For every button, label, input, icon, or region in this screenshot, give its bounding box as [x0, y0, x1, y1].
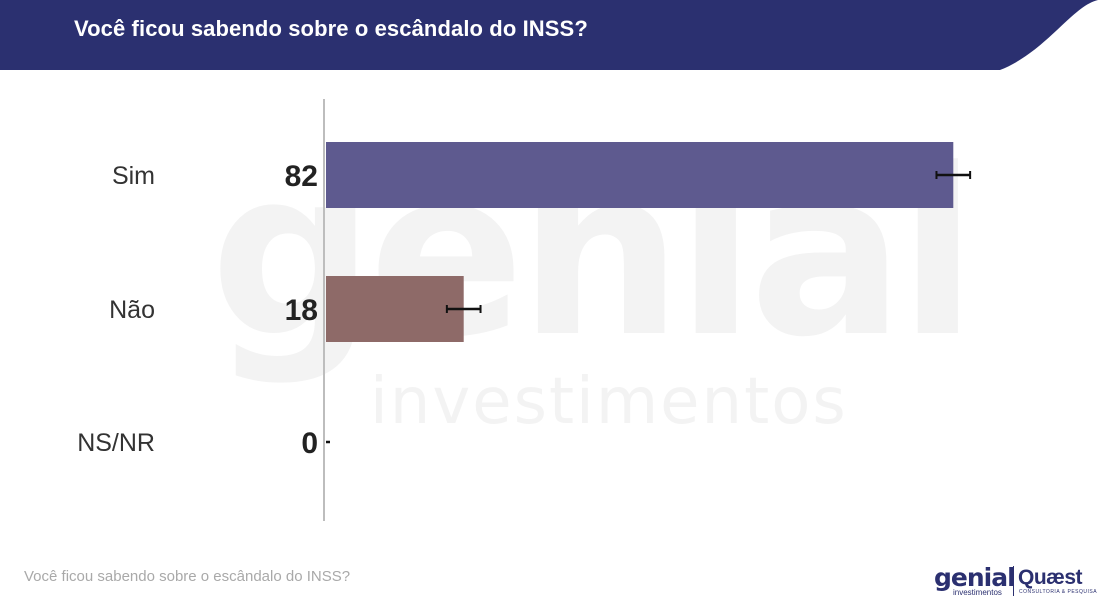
- value-label: 18: [285, 294, 318, 327]
- genial-logo: genial: [934, 563, 1016, 592]
- category-label: NS/NR: [77, 429, 155, 457]
- genial-logo-subtitle: investimentos: [953, 588, 1002, 597]
- header-banner: Você ficou sabendo sobre o escândalo do …: [0, 0, 1106, 70]
- bar: [326, 142, 954, 208]
- value-label: 0: [301, 427, 318, 460]
- quaest-logo: Quæst: [1018, 566, 1083, 589]
- logo-divider: [1013, 566, 1014, 596]
- category-label: Não: [109, 296, 155, 324]
- page-title: Você ficou sabendo sobre o escândalo do …: [74, 16, 588, 41]
- value-label: 82: [285, 160, 318, 193]
- quaest-logo-subtitle: CONSULTORIA & PESQUISA: [1019, 589, 1098, 595]
- footer-question: Você ficou sabendo sobre o escândalo do …: [24, 568, 351, 585]
- category-label: Sim: [112, 162, 155, 190]
- header-shape: [0, 0, 1098, 70]
- bar: [326, 276, 464, 342]
